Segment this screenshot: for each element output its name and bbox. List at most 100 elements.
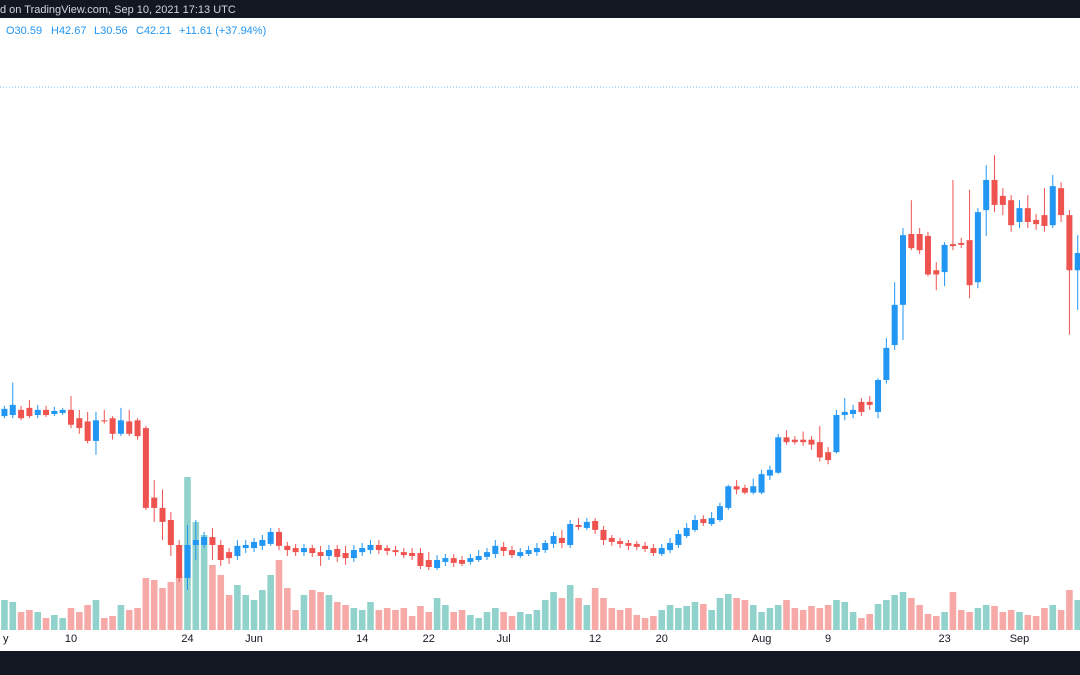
candle-body (151, 497, 158, 508)
candle-body (558, 537, 565, 544)
volume-bar (924, 614, 932, 630)
x-tick-label: 23 (938, 633, 950, 645)
volume-bar (1007, 610, 1015, 630)
x-tick-label: 22 (423, 633, 435, 645)
candle-body (400, 552, 407, 556)
volume-bar (949, 592, 957, 630)
volume-bar (974, 608, 982, 630)
candle-body (825, 452, 832, 461)
candle-body (1024, 208, 1031, 223)
candle-body (775, 437, 782, 473)
candle-body (1008, 200, 1015, 226)
candle-body (76, 418, 83, 429)
volume-bar (608, 608, 616, 630)
volume-bar (1066, 590, 1073, 630)
volume-bar (774, 605, 782, 630)
candle-body (550, 536, 557, 544)
candle-body (350, 550, 357, 559)
candle-body (51, 410, 58, 414)
volume-bar (492, 608, 499, 630)
candle-body (983, 179, 990, 211)
candle-body (9, 404, 16, 416)
candle-body (866, 401, 873, 405)
candle-body (101, 420, 108, 422)
candle-body (575, 524, 582, 527)
volume-bar (300, 595, 308, 630)
candle-body (692, 519, 698, 530)
volume-bar (833, 600, 840, 630)
volume-bar (367, 602, 374, 630)
volume-bar (1074, 600, 1080, 630)
volume-bar (134, 608, 141, 630)
volume-bar (758, 612, 765, 630)
x-tick-label: 9 (825, 633, 831, 645)
candle-body (1, 408, 8, 417)
volume-bar (1016, 612, 1023, 630)
candle-body (875, 379, 882, 412)
volume-bar (508, 616, 516, 630)
top-bar (0, 0, 1080, 18)
candle-body (883, 347, 890, 380)
candle-body (126, 421, 133, 434)
volume-bar (541, 600, 549, 630)
volume-bar (966, 612, 973, 630)
volume-bar (51, 615, 58, 630)
candle-body (650, 548, 657, 554)
candle-body (292, 548, 299, 553)
candle-body (259, 540, 266, 546)
candle-body (949, 244, 956, 247)
volume-bar (408, 616, 416, 630)
volume-bar (275, 560, 283, 630)
volume-bar (899, 592, 907, 630)
volume-bar (733, 598, 740, 630)
volume-bar (816, 608, 824, 630)
volume-bar (125, 610, 133, 630)
candle-body (700, 519, 707, 524)
candle-body (766, 469, 773, 476)
volume-bar (67, 608, 75, 630)
candle-body (916, 234, 923, 251)
plot-area: y 10 24 Jun 14 22 Jul 12 20 Aug 9 23 Sep (0, 86, 1080, 645)
volume-bar (17, 612, 25, 630)
volume-bar (675, 608, 682, 630)
volume-bar (641, 618, 649, 630)
candle-body (325, 550, 332, 557)
volume-bar (292, 610, 299, 630)
volume-bar (741, 600, 749, 630)
volume-bar (142, 578, 150, 630)
volume-bar (9, 602, 17, 630)
candle-body (941, 244, 948, 273)
volume-bar (1, 600, 8, 630)
candle-body (800, 439, 807, 443)
volume-bar (591, 588, 599, 630)
candle-body (625, 543, 632, 546)
candle-body (966, 240, 973, 286)
candle-body (758, 474, 765, 493)
volume-bar (891, 595, 898, 630)
volume-bar (217, 575, 225, 630)
candle-body (117, 420, 124, 434)
volume-bar (716, 598, 724, 630)
candle-body (708, 518, 715, 525)
volume-bar (34, 612, 42, 630)
candle-body (317, 552, 324, 557)
volume-bar (566, 585, 574, 630)
volume-bar (932, 616, 940, 630)
candle-body (467, 558, 474, 562)
candle-body (18, 409, 25, 419)
volume-bar (417, 606, 424, 630)
volume-bar (242, 595, 250, 630)
volume-bar (308, 590, 316, 630)
volume-bar (1049, 605, 1057, 630)
volume-bar (849, 612, 857, 630)
candle-body (667, 543, 674, 551)
ohlc-close: C42.21 (136, 25, 171, 37)
volume-bar (250, 600, 258, 630)
volume-bar (808, 606, 815, 630)
volume-bar (625, 608, 632, 630)
volume-bar (600, 598, 607, 630)
candle-body (808, 439, 815, 445)
caption: d on TradingView.com, Sep 10, 2021 17:13… (0, 4, 236, 16)
candle-body (442, 558, 449, 562)
